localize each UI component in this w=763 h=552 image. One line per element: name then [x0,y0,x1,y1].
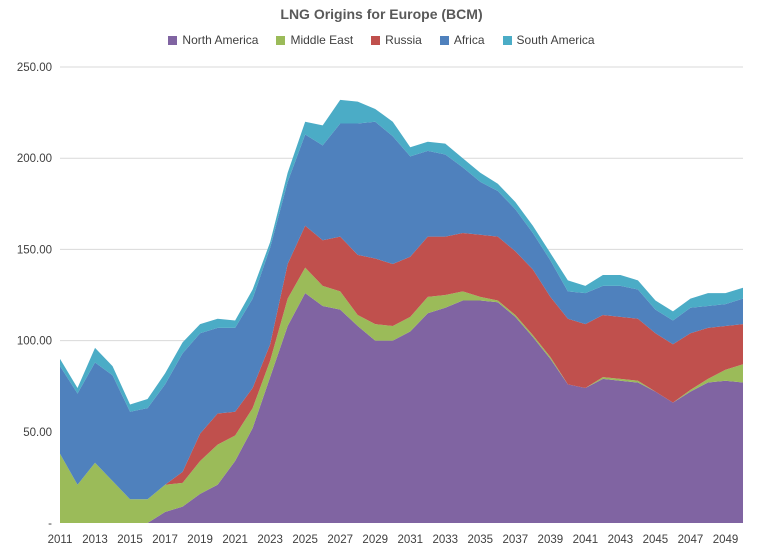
y-tick-label: 50.00 [23,427,52,439]
legend-label: Russia [385,33,422,47]
y-tick-label: 200.00 [17,153,52,165]
x-tick-label: 2047 [678,534,704,546]
x-tick-label: 2049 [713,534,739,546]
y-tick-label: 100.00 [17,336,52,348]
x-tick-label: 2017 [152,534,178,546]
legend-label: South America [516,33,595,47]
legend-swatch [276,35,286,45]
area-series-north-america [60,293,743,523]
x-tick-label: 2019 [187,534,213,546]
chart-legend: North America Middle East Russia Africa Sout… [0,33,763,47]
area-series-africa [60,121,743,500]
legend-swatch [371,35,381,45]
x-tick-label: 2021 [222,534,248,546]
y-tick-label: - [48,518,52,530]
legend-swatch [502,35,512,45]
x-tick-label: 2027 [327,534,353,546]
x-tick-label: 2037 [503,534,529,546]
x-tick-label: 2025 [292,534,318,546]
legend-swatch [439,35,449,45]
area-series-middle-east [60,267,743,523]
y-tick-label: 250.00 [17,62,52,74]
x-tick-label: 2013 [82,534,108,546]
legend-label: North America [182,33,259,47]
legend-item: South America [502,33,595,47]
legend-item: Africa [439,33,485,47]
x-tick-label: 2033 [432,534,458,546]
legend-swatch [168,35,178,45]
x-tick-label: 2043 [608,534,634,546]
legend-label: Africa [453,33,485,47]
x-tick-label: 2035 [468,534,494,546]
x-tick-label: 2041 [573,534,599,546]
legend-item: North America [168,33,258,47]
x-tick-label: 2031 [397,534,423,546]
legend-item: Russia [371,33,422,47]
x-tick-label: 2015 [117,534,143,546]
legend-label: Middle East [290,33,354,47]
x-tick-label: 2039 [538,534,564,546]
y-tick-label: 150.00 [17,244,52,256]
x-tick-label: 2045 [643,534,669,546]
x-tick-label: 2029 [362,534,388,546]
area-series-russia [60,225,743,500]
x-tick-label: 2011 [48,534,73,546]
chart-title: LNG Origins for Europe (BCM) [280,6,483,22]
x-tick-label: 2023 [257,534,283,546]
legend-item: Middle East [276,33,353,47]
